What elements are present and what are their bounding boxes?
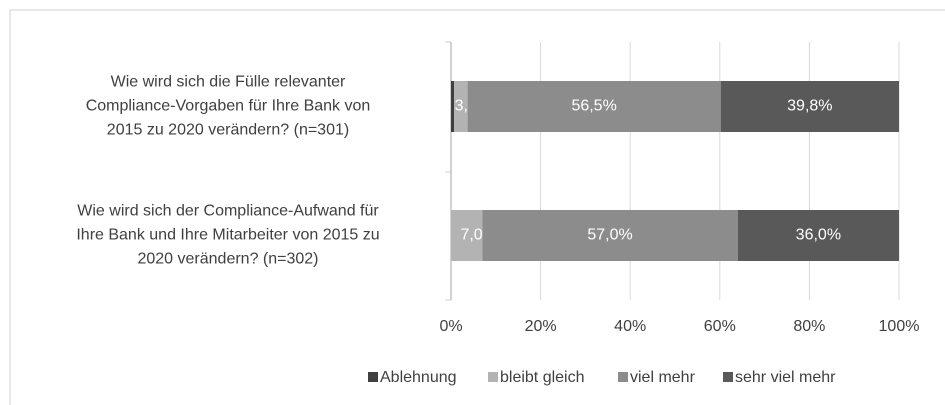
legend-swatch — [368, 372, 378, 382]
bar-segment — [454, 81, 468, 132]
bar-segment — [467, 81, 721, 132]
data-label: 56,5% — [571, 98, 616, 115]
legend-swatch — [723, 372, 733, 382]
category-label: 2015 zu 2020 verändern? (n=301) — [107, 122, 349, 139]
chart-frame — [9, 9, 945, 405]
legend-label: Ablehnung — [380, 369, 457, 386]
category-label: Wie wird sich die Fülle relevanter — [111, 74, 346, 91]
category-label: Ihre Bank und Ihre Mitarbeiter von 2015 … — [76, 227, 379, 244]
bar-segment — [451, 210, 483, 261]
bar-segment — [451, 81, 455, 132]
legend-label: sehr viel mehr — [735, 369, 836, 386]
category-label: Compliance-Vorgaben für Ihre Bank von — [86, 98, 371, 115]
data-label: 57,0% — [587, 227, 632, 244]
x-tick-label: 60% — [704, 318, 736, 335]
x-tick-label: 40% — [614, 318, 646, 335]
data-label: 39,8% — [787, 98, 832, 115]
category-label: 2020 verändern? (n=302) — [137, 251, 318, 268]
category-ticks — [445, 41, 451, 301]
bar-segment — [737, 210, 899, 261]
legend-swatch — [618, 372, 628, 382]
category-label: Wie wird sich der Compliance-Aufwand für — [77, 203, 379, 220]
x-tick-label: 20% — [525, 318, 557, 335]
data-label: 36,0% — [796, 227, 841, 244]
bar-segment — [482, 210, 738, 261]
x-tick-label: 80% — [793, 318, 825, 335]
x-tick-label: 100% — [879, 318, 920, 335]
legend-swatch — [488, 372, 498, 382]
legend-label: bleibt gleich — [500, 369, 585, 386]
legend-label: viel mehr — [630, 369, 696, 386]
x-tick-label: 0% — [439, 318, 462, 335]
bar-segment — [720, 81, 899, 132]
